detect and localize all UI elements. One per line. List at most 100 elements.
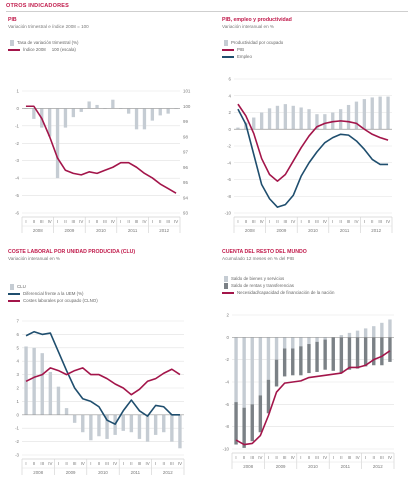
bar	[283, 104, 288, 130]
y-tick-label: 6	[17, 332, 20, 337]
bar	[323, 114, 327, 130]
x-tick-label: I	[268, 455, 269, 460]
y-tick-label: 3	[17, 372, 20, 377]
legend-item: Productividad por ocupado	[222, 39, 283, 46]
x-tick-label: I	[237, 219, 238, 224]
panel-title: PIB	[8, 17, 17, 23]
legend-item: CLU	[8, 283, 98, 290]
bar	[299, 107, 303, 130]
legend-item: Saldo de rentas y transferencias	[222, 282, 334, 289]
bar	[363, 337, 368, 367]
bar	[355, 330, 360, 338]
x-tick-label: III	[105, 461, 109, 466]
y-tick-label: -4	[227, 160, 231, 165]
bar	[250, 404, 254, 442]
bar	[95, 104, 99, 109]
y-right-tick-label: 97	[183, 150, 188, 155]
legend: Saldo de bienes y servicios Saldo de ren…	[222, 275, 334, 296]
bar	[32, 347, 36, 415]
y-right-tick-label: 100	[183, 104, 191, 109]
bar	[47, 108, 52, 137]
bar	[378, 96, 382, 130]
x-tick-label: III	[138, 461, 142, 466]
bar	[236, 127, 240, 130]
bar	[307, 344, 311, 374]
x-tick-label: III	[250, 455, 254, 460]
year-label: 2011	[340, 228, 350, 233]
year-label: 2012	[373, 464, 383, 469]
x-tick-label: II	[243, 455, 245, 460]
legend-swatch	[222, 48, 234, 51]
x-tick-label: IV	[48, 219, 52, 224]
x-tick-label: II	[96, 219, 98, 224]
x-tick-label: IV	[355, 455, 359, 460]
bar	[299, 337, 303, 347]
bar	[129, 414, 134, 433]
legend: CLU Diferencial frente a la UEM (%) Cost…	[8, 283, 98, 304]
x-tick-label: I	[300, 455, 301, 460]
x-tick-label: I	[25, 219, 26, 224]
bar	[134, 108, 139, 130]
x-tick-label: I	[155, 461, 156, 466]
bar	[266, 379, 271, 414]
panel-title: CUENTA DEL RESTO DEL MUNDO	[222, 249, 307, 255]
x-tick-label: III	[284, 219, 288, 224]
chart-cuenta-resto: 20-2-4-6-8-10I II III IV I II III IV I II III IV I II…	[223, 313, 395, 469]
x-tick-label: II	[308, 219, 310, 224]
x-tick-label: IV	[323, 455, 327, 460]
x-tick-label: I	[365, 455, 366, 460]
bar	[142, 108, 147, 130]
x-tick-label: I	[120, 219, 121, 224]
x-tick-label: IV	[79, 219, 83, 224]
year-label: 2010	[308, 228, 318, 233]
bar	[362, 99, 367, 130]
x-tick-label: II	[163, 461, 165, 466]
legend: Productividad por ocupado PIB Empleo	[222, 39, 283, 60]
x-tick-label: I	[269, 219, 270, 224]
legend-swatch	[8, 48, 20, 51]
bar	[126, 108, 131, 114]
bar	[347, 332, 352, 338]
bar	[386, 96, 390, 130]
panel-clu: COSTE LABORAL POR UNIDAD PRODUCIDA (CLU)…	[8, 249, 198, 487]
bar	[81, 414, 85, 433]
x-tick-label: II	[127, 219, 129, 224]
x-tick-label: I	[364, 219, 365, 224]
bar	[242, 337, 246, 408]
y-tick-label: -6	[15, 211, 19, 216]
bar	[339, 337, 344, 374]
y-tick-label: 6	[229, 77, 232, 82]
x-tick-label: IV	[291, 219, 295, 224]
legend-label: Diferencial frente a la UEM (%)	[23, 291, 84, 296]
legend-label: CLU	[17, 284, 26, 289]
legend-swatch	[222, 55, 234, 58]
x-tick-label: II	[275, 455, 277, 460]
x-tick-label: IV	[354, 219, 358, 224]
legend-item: Empleo	[222, 53, 283, 60]
bar	[315, 341, 319, 372]
y-tick-label: -4	[15, 176, 19, 181]
bar	[315, 337, 319, 342]
bar	[89, 414, 93, 441]
bar	[380, 322, 384, 338]
page-title: OTROS INDICADORES	[6, 3, 69, 9]
x-tick-label: III	[73, 461, 77, 466]
year-label: 2011	[131, 470, 141, 475]
y-tick-label: 0	[227, 335, 230, 340]
bar	[71, 108, 76, 118]
bar	[347, 337, 352, 370]
legend-item: Saldo de bienes y servicios	[222, 275, 334, 282]
x-tick-label: II	[65, 461, 67, 466]
legend-label: Tasa de variación trimestral (%)	[17, 40, 79, 45]
y-tick-label: 5	[17, 345, 20, 350]
series-line-empleo	[237, 108, 389, 208]
x-tick-label: I	[333, 455, 334, 460]
x-tick-label: III	[40, 219, 44, 224]
y-tick-label: -3	[15, 158, 19, 163]
y-right-tick-label: 99	[183, 119, 188, 124]
legend: Tasa de variación trimestral (%) Índice …	[8, 39, 79, 53]
panel-title: COSTE LABORAL POR UNIDAD PRODUCIDA (CLU)	[8, 249, 136, 255]
year-label: 2009	[276, 464, 286, 469]
y-right-tick-label: 96	[183, 165, 188, 170]
